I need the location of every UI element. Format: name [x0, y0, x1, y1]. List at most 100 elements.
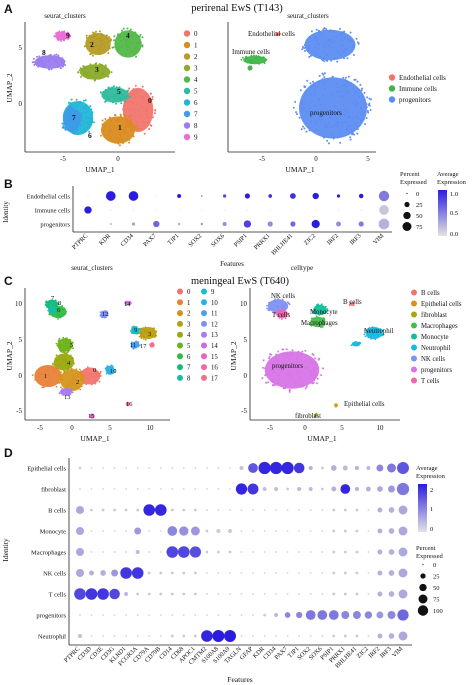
cluster-9-cells [53, 30, 71, 42]
panel-b-xlabel: Features [220, 260, 244, 268]
dot-3-25 [367, 530, 370, 532]
feature-label-PSIP1: PSIP1 [233, 232, 249, 248]
dot-0-3 [113, 467, 116, 469]
dot-3-24 [355, 529, 359, 533]
dot-8-12 [212, 630, 225, 642]
dot-5-23 [343, 571, 347, 575]
dot-7-21 [317, 610, 328, 620]
dot-6-20 [309, 593, 312, 595]
c-legend-ct-label-0: B cells [421, 290, 440, 297]
dot-1-24 [354, 487, 359, 491]
panel-d-ylabel: Identity [1, 538, 10, 562]
c-cluster-label-16: 16 [126, 401, 133, 408]
endothelial-cells [275, 31, 281, 36]
dot-0-15 [248, 463, 258, 473]
dot-5-3 [111, 569, 119, 577]
dot-6-12 [217, 593, 220, 595]
dot-2-11 [336, 221, 341, 227]
c-legend-swatch-10 [201, 299, 207, 306]
dot-7-24 [352, 611, 361, 619]
dot-7-11 [206, 614, 208, 616]
dot-2-25 [367, 509, 370, 511]
dot-3-20 [309, 530, 312, 532]
panel-b-row-labels: Endothelial cells Immune cells progenitors [26, 194, 70, 229]
dot-2-15 [252, 509, 254, 511]
panel-a-left-subtitle: seurat_clusters [44, 12, 86, 20]
panel-d-pct-title-1: Percent [416, 545, 436, 552]
dot-0-7 [244, 193, 250, 199]
cluster-5-cells [99, 85, 132, 105]
c-cluster-11-cells [130, 340, 141, 350]
dot-3-1 [90, 530, 93, 532]
c-cluster-label-7: 7 [51, 295, 55, 302]
dot-0-10 [312, 192, 319, 200]
dot-0-28 [397, 462, 409, 474]
c-legend-label-3: 3 [187, 321, 191, 328]
dot-1-5 [136, 488, 139, 490]
dot-8-21 [321, 635, 324, 637]
dot-1-21 [320, 487, 324, 491]
c-legend-ct-label-1: Epithelial cells [421, 301, 462, 308]
cluster-4-cells [111, 27, 144, 58]
panel-b-pct-title-2: Expressed [400, 179, 427, 186]
c-cluster-label-13: 13 [64, 394, 71, 401]
panel-b-ylabel: Identity [2, 201, 10, 223]
c-celltype-label-0: NK cells [271, 293, 295, 300]
dot-6-16 [263, 593, 266, 595]
dot-2-10 [193, 508, 197, 512]
dot-2-19 [298, 509, 301, 511]
feature-label-PAX7: PAX7 [142, 232, 158, 248]
panel-c-left-ytick-2: 5 [19, 336, 23, 344]
dot-4-26 [377, 549, 383, 555]
row-label-2: progenitors [40, 222, 70, 229]
dot-6-9 [182, 592, 186, 596]
dot-2-14 [240, 509, 243, 511]
c-legend-label-5: 5 [187, 343, 191, 350]
dot-6-18 [286, 593, 289, 595]
dot-8-15 [252, 635, 254, 637]
c-legend-label-10: 10 [211, 300, 218, 307]
dot-2-13 [229, 509, 231, 511]
c-legend-swatch-15 [201, 353, 207, 360]
c-legend-swatch-17 [201, 374, 207, 381]
cluster-label-6: 6 [88, 131, 92, 140]
dot-2-28 [398, 505, 408, 515]
c-legend-swatch-0 [177, 288, 183, 295]
dot-4-2 [102, 551, 104, 553]
c-legend-swatch-16 [201, 364, 207, 371]
c-cluster-label-17: 17 [140, 343, 147, 350]
panel-a-right-subtitle: seurat_clusters [287, 12, 329, 20]
panel-b-letter: B [4, 177, 13, 191]
legend-label-1: 1 [194, 42, 198, 50]
c-cluster-1-cells [31, 364, 63, 389]
panel-a-left-umap: 0 1 2 3 4 5 6 7 8 9 -5 0 5 0 UMAP_1 UMAP_2 [5, 22, 175, 174]
cluster-label-9: 9 [66, 31, 70, 40]
neutrophil-cells-2 [350, 341, 362, 347]
c-legend-ct-label-7: progenitors [421, 367, 452, 374]
dot-8-5 [136, 635, 139, 637]
dot-2-4 [177, 222, 181, 226]
dot-7-0 [79, 614, 81, 616]
panel-b-avg-tick-2: 0.5 [450, 210, 458, 217]
dot-3-2 [102, 530, 104, 532]
c-cluster-label-0: 0 [93, 367, 96, 374]
dot-0-4 [125, 467, 127, 469]
dot-8-10 [193, 634, 197, 638]
panel-c-left-ytick-1: 10 [15, 300, 23, 308]
d-pct-legend-label-2: 50 [433, 585, 440, 592]
dot-4-11 [205, 550, 209, 554]
c-legend-ct-swatch-8 [411, 377, 417, 384]
dot-1-8 [171, 488, 174, 490]
panel-a-label-progenitors: progenitors [310, 109, 342, 117]
feature-label-IRF3: IRF3 [349, 232, 363, 246]
dot-3-12 [216, 529, 221, 533]
legend-swatch-1 [388, 85, 396, 92]
dot-7-13 [229, 614, 231, 616]
c-legend-swatch-14 [201, 342, 207, 349]
dot-3-7 [159, 530, 162, 532]
c-celltype-label-5: Neutrophil [364, 328, 394, 335]
dot-6-6 [147, 592, 151, 596]
pct-legend-label-3: 75 [416, 224, 423, 231]
dot-0-11 [336, 194, 341, 198]
dot-1-11 [206, 488, 208, 490]
